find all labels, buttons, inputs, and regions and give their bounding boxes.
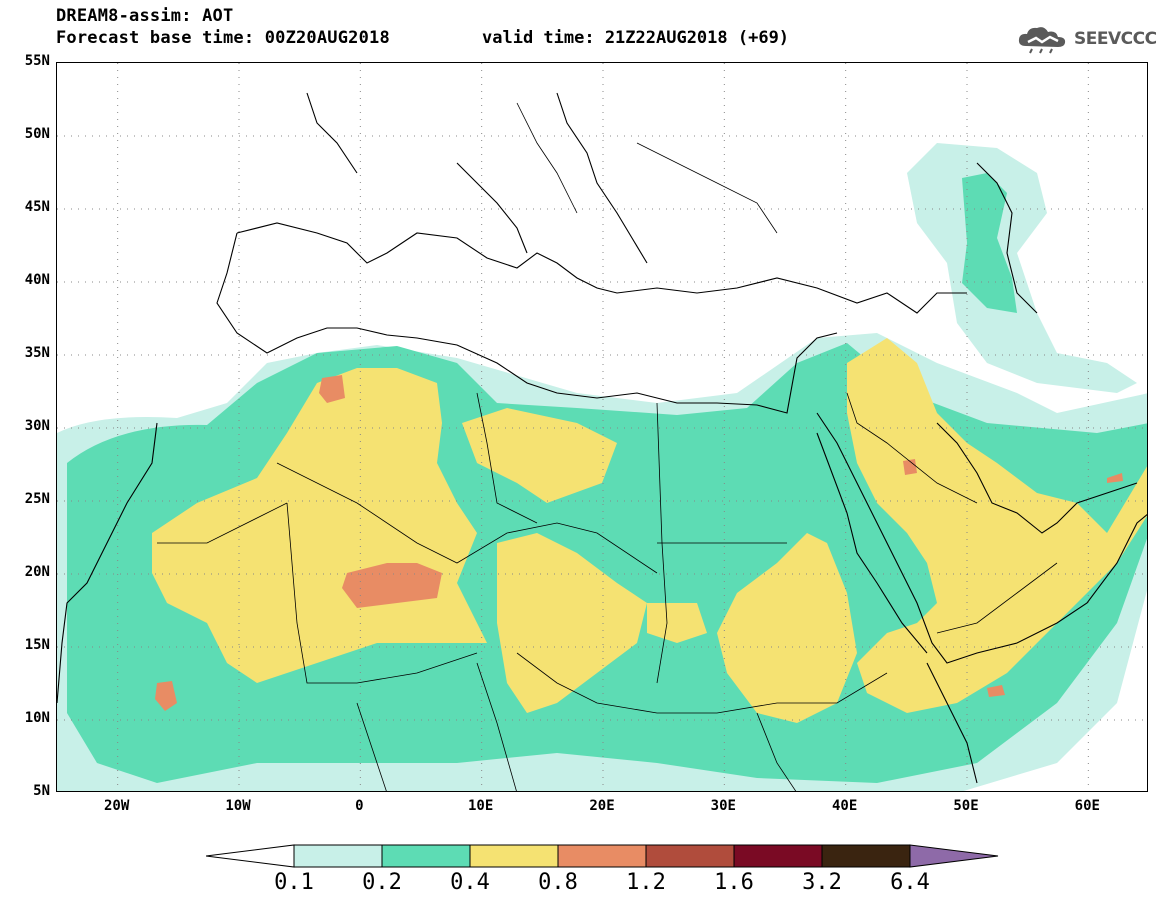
forecast-base-time: Forecast base time: 00Z20AUG2018	[56, 28, 390, 48]
colorbar-segment	[557, 844, 647, 868]
lon-label: 10E	[468, 798, 494, 814]
colorbar-level-label: 0.4	[450, 870, 490, 895]
aot-map[interactable]	[56, 62, 1148, 792]
lat-label: 45N	[24, 199, 50, 215]
colorbar-svg	[205, 844, 999, 868]
lat-label: 30N	[24, 418, 50, 434]
colorbar-level-label: 0.1	[274, 870, 314, 895]
colorbar-high-arrow	[909, 844, 999, 868]
lat-label: 40N	[24, 272, 50, 288]
lon-label: 60E	[1074, 798, 1100, 814]
colorbar-level-label: 0.8	[538, 870, 578, 895]
colorbar-segment	[293, 844, 383, 868]
lat-label: 50N	[24, 126, 50, 142]
lon-label: 10W	[225, 798, 251, 814]
colorbar-level-label: 1.2	[626, 870, 666, 895]
colorbar-segment	[821, 844, 911, 868]
colorbar	[205, 843, 1006, 873]
colorbar-level-label: 3.2	[802, 870, 842, 895]
lon-label: 40E	[832, 798, 858, 814]
seevccc-logo: SEEVCCC	[1016, 24, 1157, 54]
lat-label: 5N	[33, 783, 50, 799]
coastlines	[57, 92, 1147, 784]
lat-label: 15N	[24, 637, 50, 653]
lat-label: 10N	[24, 710, 50, 726]
colorbar-level-label: 1.6	[714, 870, 754, 895]
lat-label: 25N	[24, 491, 50, 507]
colorbar-segment	[381, 844, 471, 868]
colorbar-low-arrow	[205, 844, 295, 868]
map-gridlines	[57, 63, 1147, 791]
country-borders	[157, 102, 1058, 791]
colorbar-segment	[645, 844, 735, 868]
lat-label: 35N	[24, 345, 50, 361]
lon-label: 20W	[104, 798, 130, 814]
cloud-rain-icon	[1018, 27, 1066, 54]
logo-text: SEEVCCC	[1074, 29, 1157, 49]
lon-label: 30E	[710, 798, 736, 814]
valid-time: valid time: 21Z22AUG2018 (+69)	[482, 28, 790, 48]
lat-label: 20N	[24, 564, 50, 580]
aot-band-0-4	[152, 338, 1147, 723]
lon-label: 0	[355, 798, 364, 814]
aot-band-0-8	[155, 375, 1123, 711]
lat-label: 55N	[24, 53, 50, 69]
colorbar-segment	[469, 844, 559, 868]
lon-label: 50E	[953, 798, 979, 814]
colorbar-level-label: 0.2	[362, 870, 402, 895]
map-title: DREAM8-assim: AOT	[56, 6, 234, 26]
colorbar-level-label: 6.4	[890, 870, 930, 895]
map-canvas	[57, 63, 1147, 791]
colorbar-segment	[733, 844, 823, 868]
lon-label: 20E	[589, 798, 615, 814]
